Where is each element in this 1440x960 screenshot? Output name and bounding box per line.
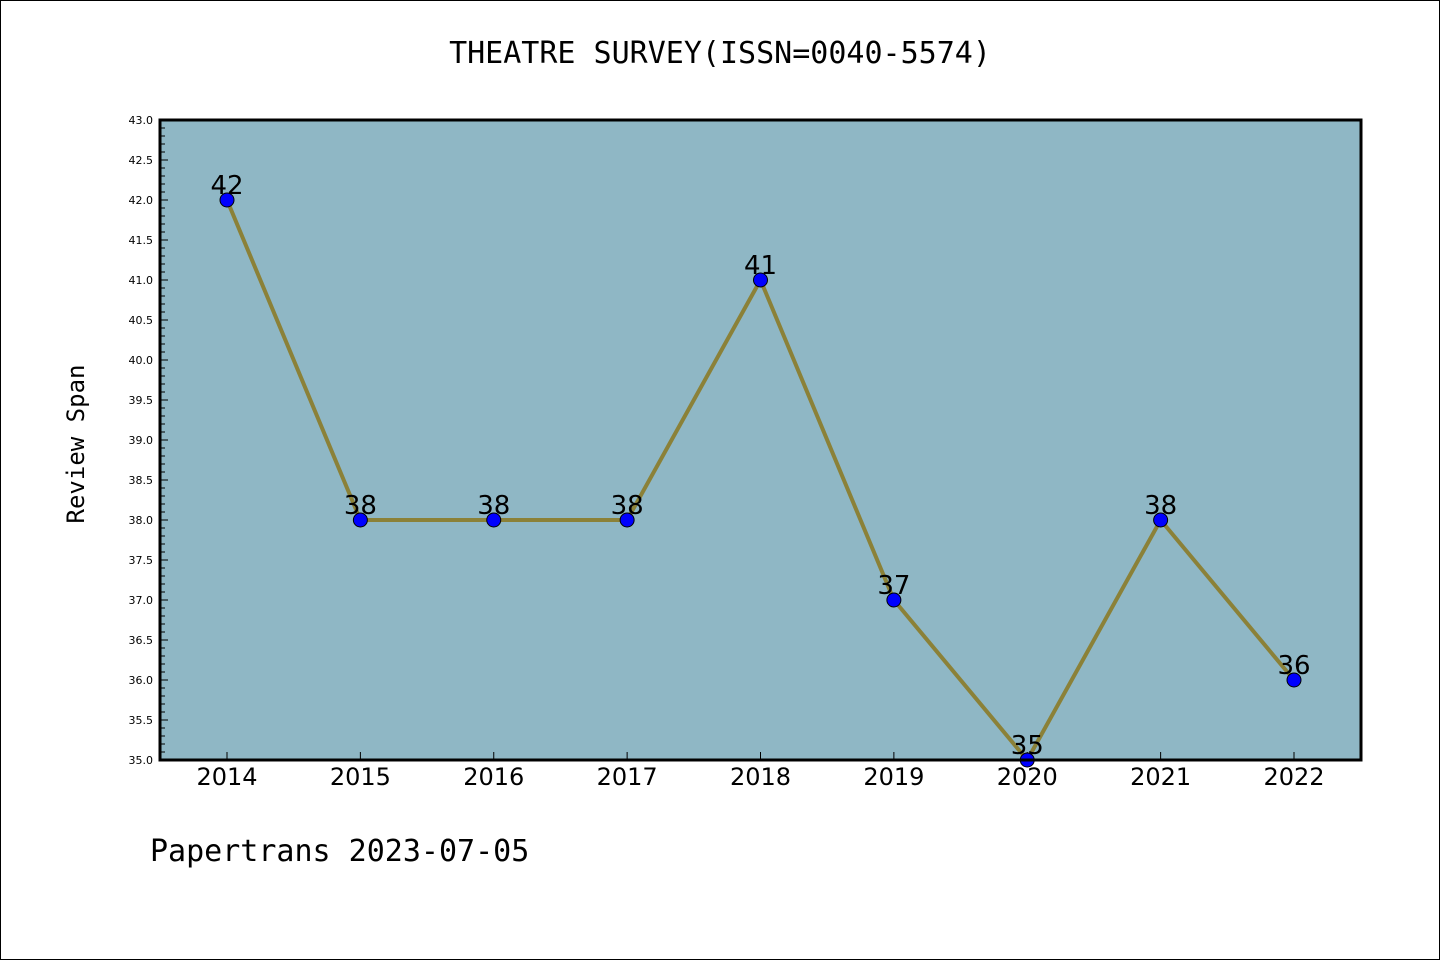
- data-point: [1153, 512, 1169, 528]
- data-label: 35: [1011, 731, 1044, 761]
- y-tick-label: 37.5: [129, 554, 154, 567]
- footer-note: Papertrans 2023-07-05: [150, 834, 530, 869]
- y-tick-label: 41.0: [129, 274, 154, 287]
- x-tick-label: 2018: [730, 763, 791, 791]
- y-tick-label: 36.5: [129, 634, 154, 647]
- x-tick-label: 2022: [1263, 763, 1324, 791]
- y-tick-label: 43.0: [129, 114, 154, 127]
- data-point: [619, 512, 635, 528]
- y-tick-label: 36.0: [129, 674, 154, 687]
- data-label: 41: [744, 251, 777, 281]
- x-axis: 2014 2015 2016 2017 2018 2019 2020 2021 2022: [196, 752, 1325, 791]
- plot-area: [160, 120, 1361, 760]
- x-tick-label: 2016: [463, 763, 524, 791]
- data-point: [886, 592, 902, 608]
- data-point: [1286, 672, 1302, 688]
- x-tick-label: 2021: [1130, 763, 1191, 791]
- y-tick-label: 42.5: [129, 154, 154, 167]
- data-point: [753, 272, 768, 288]
- x-tick-label: 2017: [597, 763, 658, 791]
- y-tick-label: 40.5: [129, 314, 154, 327]
- data-markers: [219, 192, 1302, 768]
- x-tick-label: 2015: [330, 763, 391, 791]
- data-point: [352, 512, 368, 528]
- data-point: [486, 512, 502, 528]
- y-tick-label: 39.5: [129, 394, 154, 407]
- y-tick-label: 35.0: [129, 754, 154, 767]
- chart-title: THEATRE SURVEY(ISSN=0040-5574): [449, 36, 991, 71]
- data-label: 42: [210, 171, 243, 201]
- data-label: 36: [1277, 651, 1310, 681]
- y-tick-label: 40.0: [129, 354, 154, 367]
- plot-border: [158, 118, 1363, 762]
- y-tick-label: 42.0: [129, 194, 154, 207]
- data-label: 38: [344, 491, 377, 521]
- x-tick-label: 2019: [863, 763, 924, 791]
- x-tick-label: 2014: [196, 763, 257, 791]
- y-tick-label: 35.5: [129, 714, 154, 727]
- data-label: 38: [1144, 491, 1177, 521]
- y-tick-label: 41.5: [129, 234, 154, 247]
- y-tick-label: 38.0: [129, 514, 154, 527]
- x-tick-label: 2020: [997, 763, 1058, 791]
- y-tick-label: 37.0: [129, 594, 154, 607]
- y-tick-label: 38.5: [129, 474, 154, 487]
- y-tick-label: 39.0: [129, 434, 154, 447]
- data-label: 37: [877, 571, 910, 601]
- data-point: [219, 192, 235, 208]
- data-label: 38: [477, 491, 510, 521]
- data-label: 38: [611, 491, 644, 521]
- data-labels: 42 38 38 38 41 37 35 38 36: [210, 171, 1310, 761]
